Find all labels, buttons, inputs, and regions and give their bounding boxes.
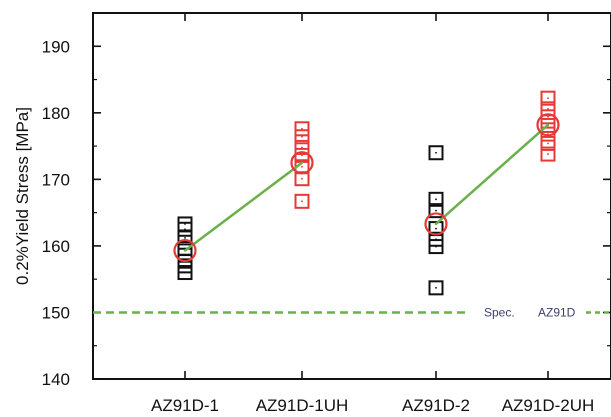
spec-label-right: AZ91D — [538, 305, 576, 319]
mean-center-dot — [435, 223, 437, 225]
data-point-dot — [301, 200, 303, 202]
x-tick-label: AZ91D-1UH — [256, 396, 349, 415]
spec-layer: Spec. AZ91D — [93, 305, 611, 319]
data-point-dot — [435, 210, 437, 212]
data-point-dot — [547, 153, 549, 155]
mean-connector — [436, 125, 548, 224]
x-tick-label: AZ91D-2 — [402, 396, 470, 415]
data-point-dot — [301, 178, 303, 180]
data-point-dot — [435, 152, 437, 154]
data-point-dot — [435, 287, 437, 289]
series-layer — [179, 92, 555, 295]
x-tick-label: AZ91D-2UH — [502, 396, 595, 415]
mean-center-dot — [547, 124, 549, 126]
y-tick-label: 150 — [42, 303, 70, 322]
y-tick-label: 180 — [42, 104, 70, 123]
label-layer: 140 150 160 170 180 190 AZ91D-1 AZ91D-1UH AZ91D-… — [13, 37, 594, 415]
y-tick-label: 140 — [42, 370, 70, 389]
mean-center-dot — [184, 249, 186, 251]
data-point-dot — [184, 272, 186, 274]
data-point-dot — [184, 228, 186, 230]
data-point-dot — [547, 143, 549, 145]
data-point-dot — [301, 136, 303, 138]
data-point-dot — [301, 155, 303, 157]
y-tick-label: 170 — [42, 170, 70, 189]
axes-layer — [93, 13, 611, 379]
data-point-dot — [435, 198, 437, 200]
mean-layer — [175, 114, 559, 261]
spec-label-left: Spec. — [484, 305, 515, 319]
y-axis-title: 0.2%Yield Stress [MPa] — [13, 107, 32, 285]
y-tick-label: 190 — [42, 37, 70, 56]
plot-frame — [93, 13, 611, 379]
data-point-dot — [435, 246, 437, 248]
mean-center-dot — [301, 162, 303, 164]
data-point-dot — [184, 237, 186, 239]
data-point-dot — [547, 116, 549, 118]
y-tick-label: 160 — [42, 237, 70, 256]
mean-connector — [185, 163, 302, 251]
data-point-dot — [435, 228, 437, 230]
x-tick-label: AZ91D-1 — [151, 396, 219, 415]
data-point-dot — [301, 166, 303, 168]
data-point-dot — [547, 97, 549, 99]
